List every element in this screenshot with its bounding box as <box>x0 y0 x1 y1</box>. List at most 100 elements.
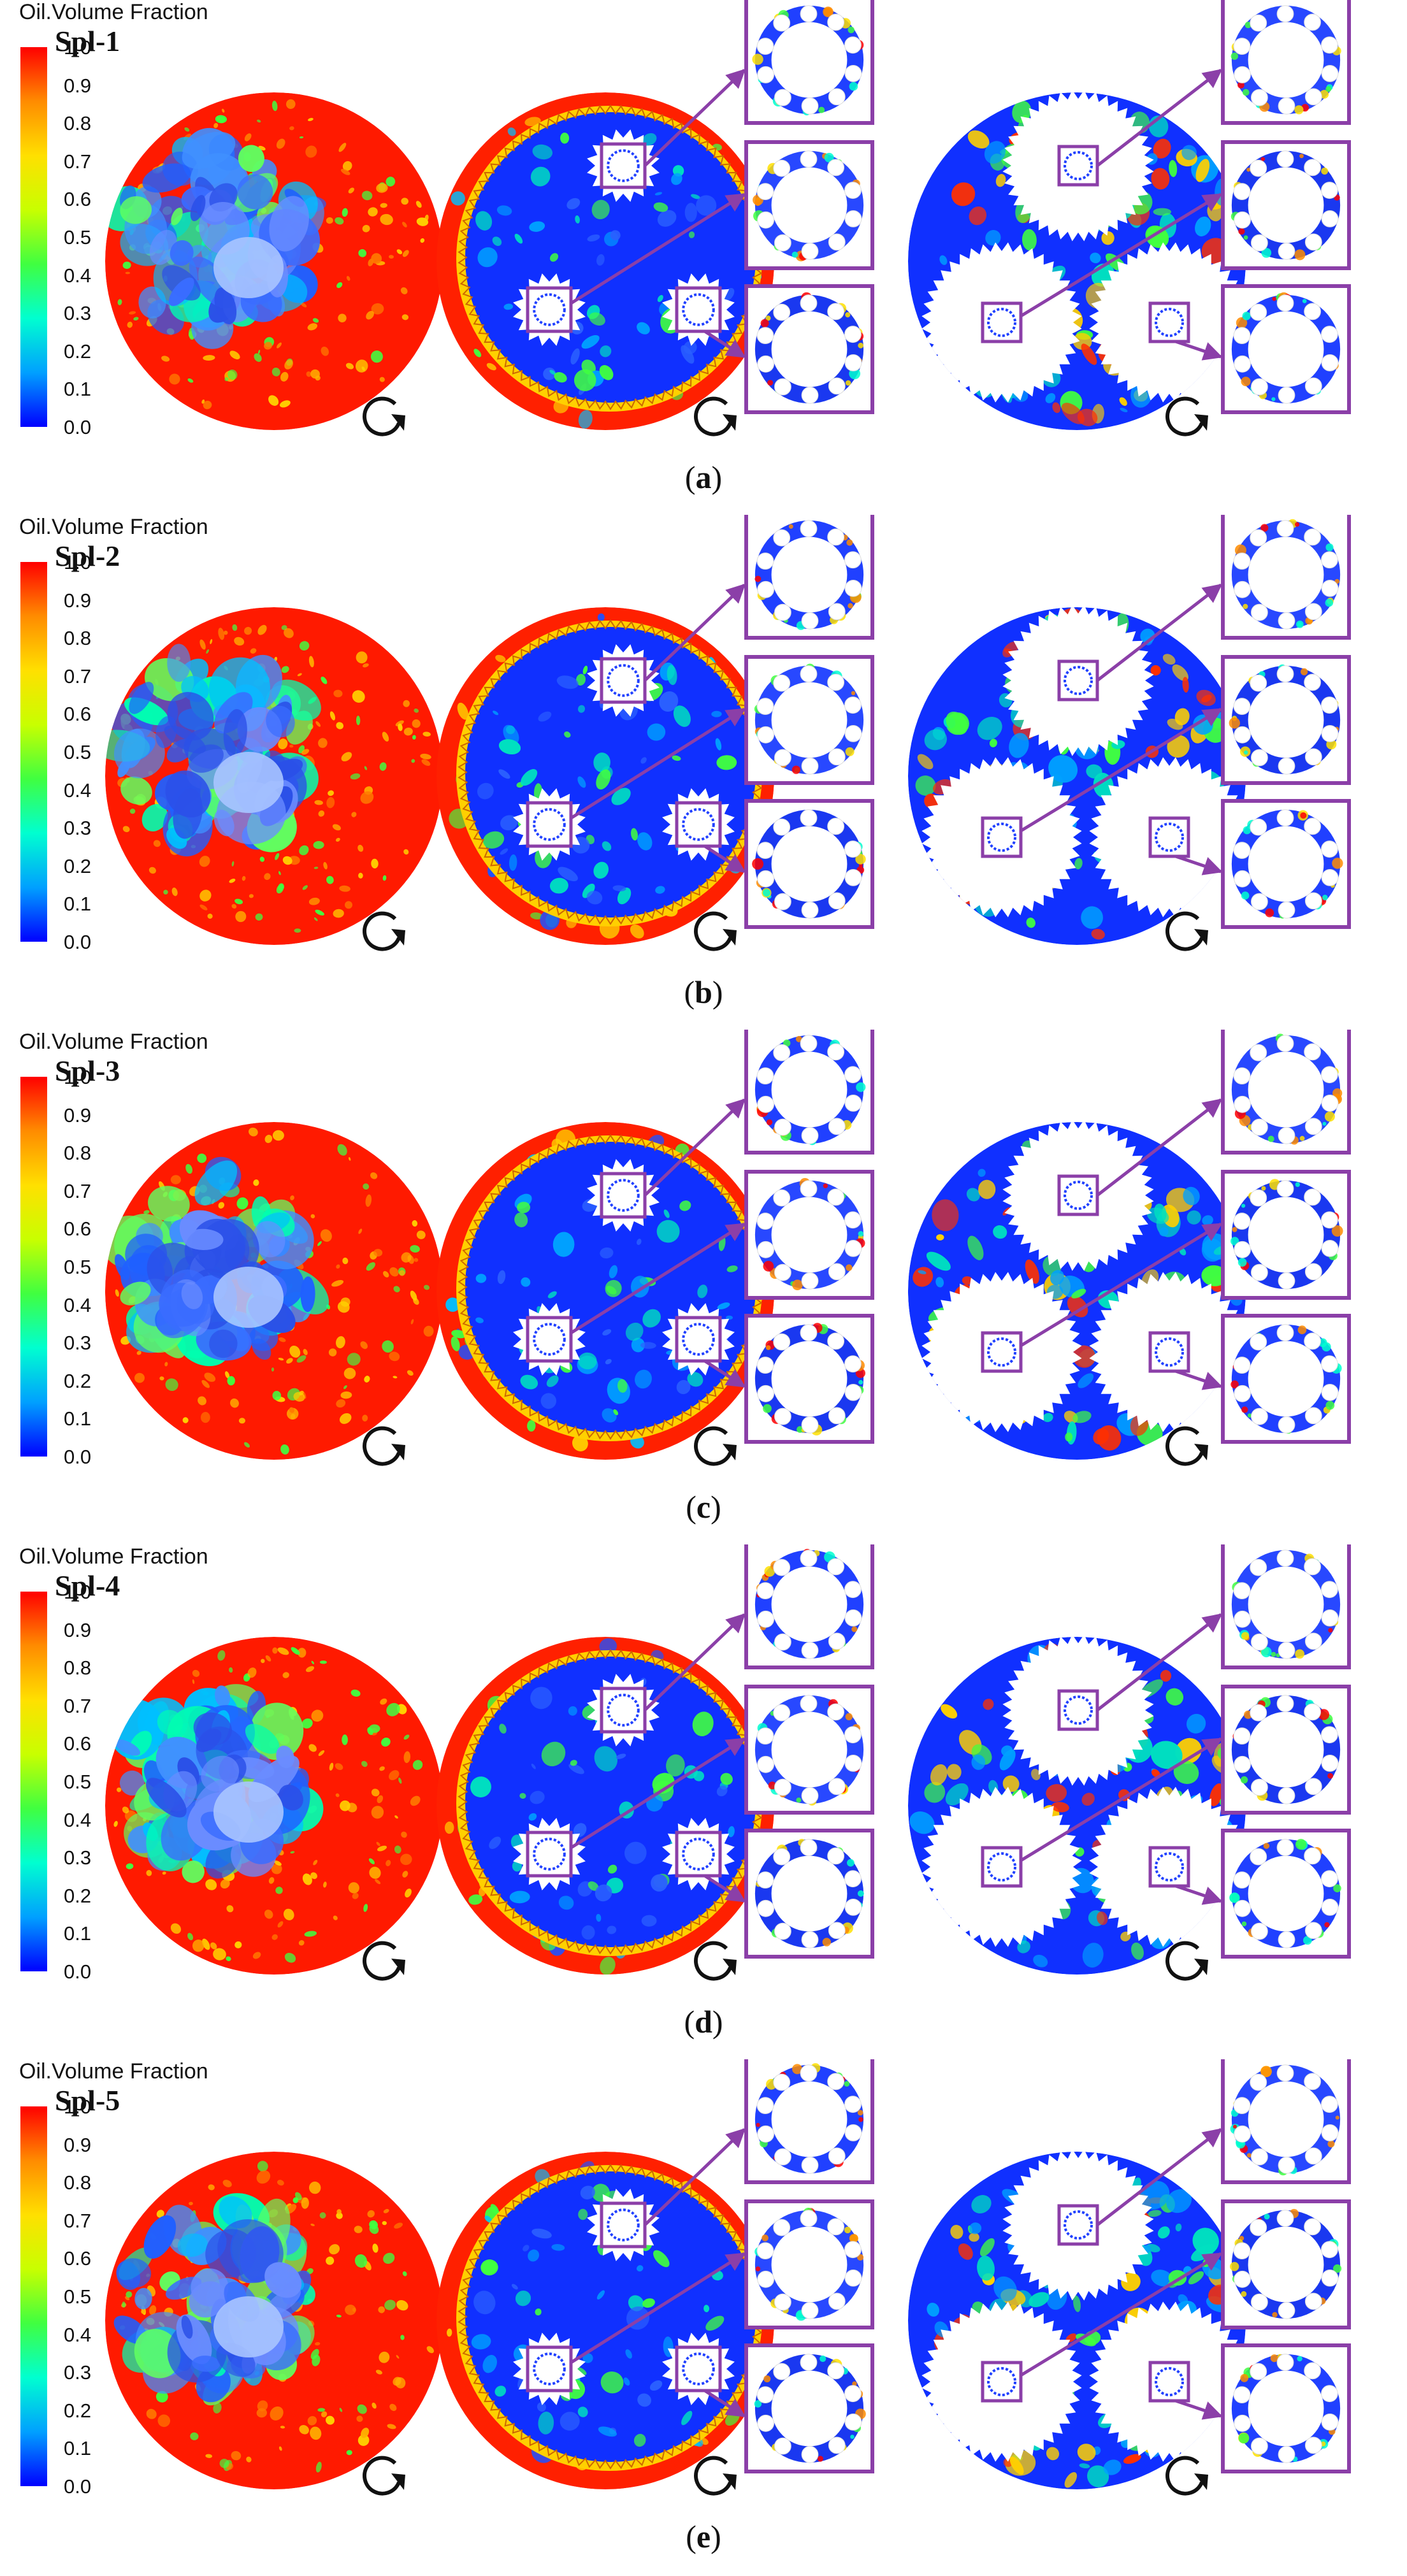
bearing-detail-inset <box>1221 799 1351 929</box>
colorbar-tick-label: 0.6 <box>64 2247 92 2270</box>
colorbar-tick-label: 0.2 <box>64 2399 92 2422</box>
colorbar-tick-label: 0.7 <box>64 150 92 173</box>
panel-graphic <box>20 1544 1351 1981</box>
caption-paren-open: ( <box>684 974 695 1010</box>
colorbar-tick-label: 0.2 <box>64 1369 92 1392</box>
colorbar-tick-label: 0.3 <box>64 302 92 325</box>
caption-letter: a <box>695 459 712 495</box>
bearing-detail-inset <box>1221 0 1351 125</box>
bearing-detail-inset <box>1221 284 1351 414</box>
clockwise-arrow-icon <box>1165 1941 1208 1981</box>
colorbar-tick-label: 0.6 <box>64 1732 92 1755</box>
figure-panel: Oil.Volume Fraction Spl-1 1.0 0.9 0.8 0.7 0.6 0… <box>0 0 1407 515</box>
bearing-detail-inset <box>1221 1829 1351 1959</box>
colorbar-tick-label: 0.8 <box>64 112 92 135</box>
sample-label: Spl-2 <box>55 540 120 572</box>
bearing-detail-inset <box>1221 655 1351 785</box>
colorbar-tick-label: 0.6 <box>64 188 92 211</box>
caption-letter: c <box>696 1489 711 1525</box>
colorbar-tick-label: 0.2 <box>64 1884 92 1907</box>
caption-paren-open: ( <box>684 2004 695 2040</box>
bearing-detail-inset <box>744 1685 874 1815</box>
ring-gear-oil-contour <box>437 1637 774 1975</box>
colorbar-title: Oil.Volume Fraction <box>19 1030 208 1054</box>
caption-letter: e <box>696 2519 711 2554</box>
bearing-detail-inset <box>1221 2199 1351 2329</box>
panel-graphic <box>20 2059 1351 2496</box>
colorbar-tick-label: 0.8 <box>64 1657 92 1680</box>
clockwise-arrow-icon <box>1165 1426 1208 1466</box>
figure-panel: Oil.Volume Fraction Spl-3 1.0 0.9 0.8 0.7 0.6 0… <box>0 1030 1407 1544</box>
clockwise-arrow-icon <box>363 2456 405 2496</box>
panel-caption: (e) <box>0 2518 1407 2555</box>
colorbar-tick-label: 0.9 <box>64 1618 92 1641</box>
colorbar-tick-label: 0.5 <box>64 1256 92 1278</box>
colorbar-tick-label: 0.5 <box>64 2285 92 2308</box>
colorbar <box>20 562 47 942</box>
bearing-detail-inset <box>1221 140 1351 270</box>
colorbar-tick-label: 0.4 <box>64 2323 92 2346</box>
sample-label: Spl-1 <box>55 25 120 57</box>
colorbar-tick-label: 0.1 <box>64 2437 92 2460</box>
clockwise-arrow-icon <box>1165 911 1208 951</box>
panel-caption: (b) <box>0 974 1407 1011</box>
colorbar-tick-label: 0.9 <box>64 74 92 97</box>
clockwise-arrow-icon <box>363 396 405 436</box>
colorbar-tick-label: 0.0 <box>64 416 92 438</box>
colorbar-tick-label: 0.1 <box>64 1922 92 1945</box>
caption-paren-close: ) <box>711 2519 721 2554</box>
clockwise-arrow-icon <box>694 1941 737 1981</box>
colorbar-tick-label: 1.0 <box>64 36 92 59</box>
colorbar-tick-label: 0.1 <box>64 378 92 401</box>
bearing-detail-inset <box>744 1544 874 1669</box>
bearing-detail-inset <box>1221 2059 1351 2184</box>
planet-carrier-oil-contour <box>908 607 1246 945</box>
caption-paren-close: ) <box>712 2004 723 2040</box>
caption-letter: b <box>695 974 712 1010</box>
colorbar-tick-label: 0.6 <box>64 703 92 726</box>
colorbar-tick-label: 0.5 <box>64 741 92 763</box>
bearing-detail-inset <box>744 284 874 414</box>
panel-caption: (c) <box>0 1488 1407 1525</box>
bearing-detail-inset <box>744 2059 874 2184</box>
clockwise-arrow-icon <box>363 911 405 951</box>
colorbar-tick-label: 0.4 <box>64 779 92 802</box>
bearing-detail-inset <box>744 140 874 270</box>
bearing-detail-inset <box>1221 1170 1351 1300</box>
caption-paren-open: ( <box>684 459 696 495</box>
colorbar-tick-label: 0.3 <box>64 1846 92 1869</box>
bearing-detail-inset <box>744 2199 874 2329</box>
caption-paren-close: ) <box>711 459 723 495</box>
colorbar-tick-label: 0.4 <box>64 1808 92 1831</box>
bearing-detail-inset <box>1221 1314 1351 1444</box>
sample-label: Spl-3 <box>55 1054 120 1087</box>
clockwise-arrow-icon <box>694 1426 737 1466</box>
colorbar-tick-label: 0.0 <box>64 1446 92 1468</box>
colorbar-tick-label: 0.3 <box>64 2361 92 2384</box>
colorbar-tick-label: 1.0 <box>64 2096 92 2118</box>
clockwise-arrow-icon <box>363 1941 405 1981</box>
connector-arrows <box>570 1098 1223 1390</box>
ring-gear-oil-contour <box>437 92 774 430</box>
bearing-detail-inset <box>744 1170 874 1300</box>
ring-gear-oil-contour <box>437 607 774 945</box>
colorbar-tick-label: 0.4 <box>64 264 92 287</box>
colorbar-tick-label: 0.2 <box>64 854 92 877</box>
figure-panel: Oil.Volume Fraction Spl-4 1.0 0.9 0.8 0.7 0.6 0… <box>0 1544 1407 2059</box>
connector-arrows <box>570 1613 1223 1905</box>
clockwise-arrow-icon <box>694 2456 737 2496</box>
figure-panel: Oil.Volume Fraction Spl-5 1.0 0.9 0.8 0.7 0.6 0… <box>0 2059 1407 2574</box>
colorbar-tick-label: 0.1 <box>64 893 92 916</box>
clockwise-arrow-icon <box>694 911 737 951</box>
bearing-detail-inset <box>744 1030 874 1155</box>
colorbar-tick-label: 0.7 <box>64 665 92 687</box>
colorbar-tick-label: 0.3 <box>64 1332 92 1355</box>
bearing-detail-inset <box>1221 1544 1351 1669</box>
colorbar-tick-label: 0.8 <box>64 2171 92 2194</box>
panel-graphic <box>20 1030 1351 1466</box>
connector-arrows <box>570 2127 1223 2420</box>
bearing-detail-inset <box>744 655 874 785</box>
bearing-detail-inset <box>1221 2343 1351 2473</box>
planet-carrier-oil-contour <box>908 92 1246 430</box>
